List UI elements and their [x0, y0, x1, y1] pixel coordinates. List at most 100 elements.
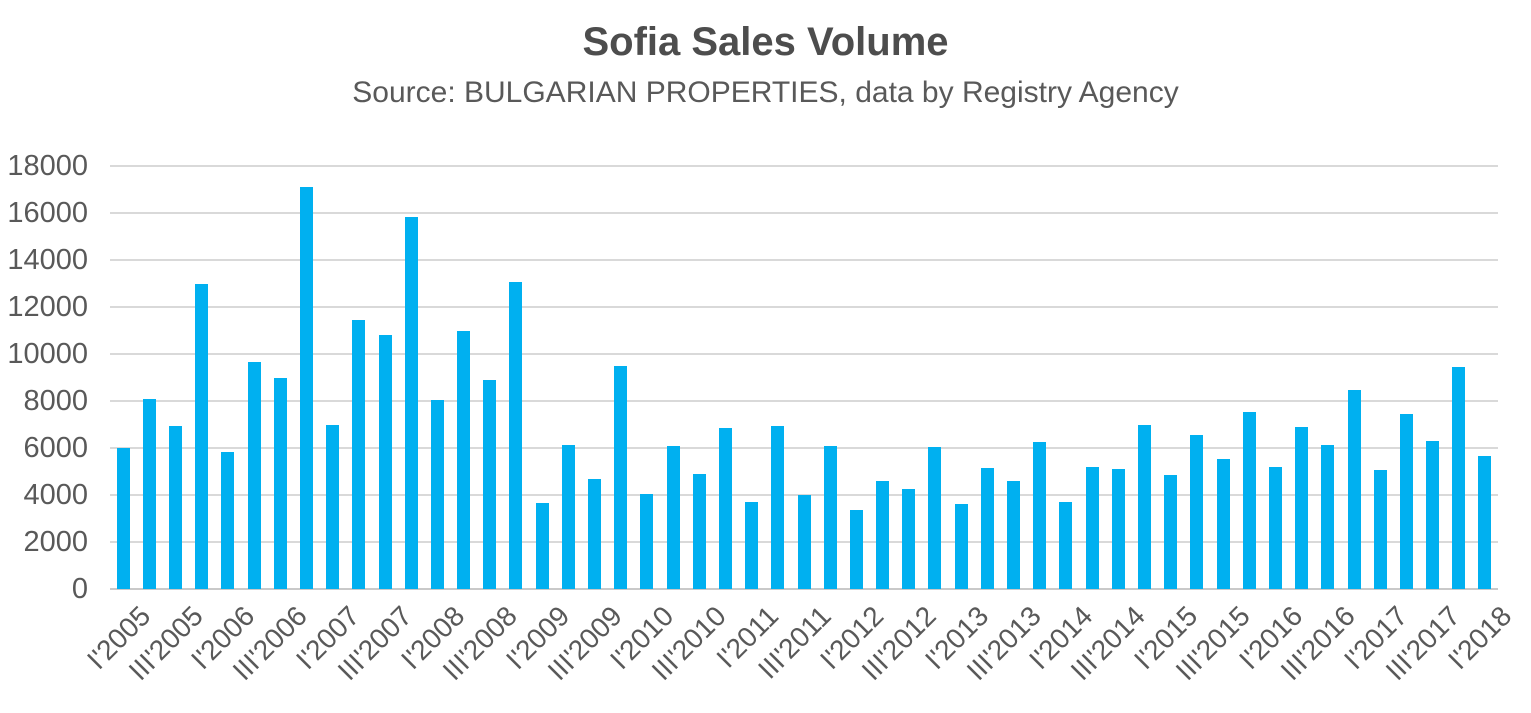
bar-IV'2016	[1347, 390, 1361, 589]
gridline	[110, 165, 1498, 167]
bar-IV'2010	[718, 428, 732, 589]
bar-III'2010	[692, 473, 706, 589]
x-axis-tick-label: I'2017	[1337, 600, 1414, 676]
gridline	[110, 212, 1498, 214]
x-axis-tick-label: I'2014	[1023, 600, 1099, 676]
bar-IV'2015	[1242, 411, 1256, 589]
x-axis-tick-label: I'2013	[918, 600, 995, 676]
gridline	[110, 400, 1498, 402]
bar-I'2008	[430, 399, 444, 589]
bar-II'2012	[876, 480, 890, 589]
y-axis-tick-label: 0	[71, 573, 88, 605]
bar-III'2016	[1321, 444, 1335, 589]
chart-title: Sofia Sales Volume	[582, 20, 949, 64]
bar-II'2006	[247, 362, 261, 589]
bar-II'2013	[980, 468, 994, 589]
bar-II'2009	[561, 444, 575, 589]
bar-IV'2007	[404, 216, 418, 589]
bar-III'2008	[483, 379, 497, 589]
x-axis-tick-label: III'2011	[752, 600, 837, 685]
y-axis-tick-label: 4000	[23, 479, 88, 511]
y-axis-tick-label: 16000	[7, 197, 88, 229]
x-axis-tick-label: III'2017	[1379, 600, 1466, 687]
bar-III'2014	[1111, 469, 1125, 589]
bar-II'2010	[666, 445, 680, 589]
gridline	[110, 447, 1498, 449]
x-axis-tick-label: I'2016	[1233, 600, 1309, 676]
bar-II'2011	[771, 425, 785, 589]
gridline	[110, 306, 1498, 308]
bar-II'2005	[142, 398, 156, 589]
bar-III'2012	[902, 489, 916, 589]
bar-I'2006	[221, 451, 235, 589]
bar-I'2010	[640, 493, 654, 589]
bar-II'2008	[457, 330, 470, 589]
bar-II'2015	[1190, 435, 1204, 589]
x-axis-tick-label: III'2007	[331, 600, 418, 687]
y-axis-tick-label: 2000	[23, 526, 88, 558]
x-axis-tick-label: III'2009	[541, 600, 628, 687]
bar-I'2013	[954, 504, 968, 589]
bar-III'2011	[797, 495, 811, 589]
bar-I'2017	[1373, 470, 1387, 589]
x-axis-tick-label: III'2012	[855, 600, 942, 687]
bar-II'2017	[1399, 413, 1413, 589]
bar-III'2006	[273, 377, 287, 589]
x-axis-tick-label: I'2011	[710, 600, 785, 674]
y-axis-tick-label: 14000	[7, 244, 88, 276]
x-axis-tick-label: I'2010	[604, 600, 680, 676]
gridline	[110, 353, 1498, 355]
x-axis-tick-label: III'2015	[1169, 600, 1256, 687]
bar-I'2016	[1268, 466, 1282, 589]
bar-I'2007	[326, 424, 340, 589]
bar-I'2011	[745, 502, 759, 589]
x-axis-tick-label: I'2006	[185, 600, 261, 676]
bar-IV'2009	[614, 365, 628, 589]
x-axis-tick-label: I'2008	[395, 600, 471, 676]
bar-IV'2005	[195, 283, 209, 589]
gridline	[110, 259, 1498, 261]
plot-area	[110, 165, 1498, 590]
bar-IV'2012	[928, 446, 942, 589]
bar-I'2005	[116, 448, 130, 589]
y-axis-labels: 0 2000 4000 6000 8000 10000 12000 14000 16000 180…	[0, 151, 88, 604]
bar-III'2013	[1007, 480, 1020, 589]
bar-II'2016	[1295, 426, 1309, 589]
bar-III'2009	[588, 478, 601, 589]
x-axis-tick-label: I'2005	[80, 600, 157, 676]
x-axis-tick-label: I'2015	[1128, 600, 1204, 676]
y-axis-tick-label: 6000	[23, 432, 88, 464]
bar-IV'2014	[1138, 424, 1151, 589]
bar-I'2009	[535, 503, 549, 589]
bar-III'2017	[1426, 441, 1439, 589]
x-axis-tick-label: I'2012	[814, 600, 890, 676]
bar-I'2015	[1164, 475, 1178, 589]
bar-III'2015	[1216, 458, 1230, 589]
x-axis-tick-label: I'2018	[1442, 600, 1518, 676]
bar-I'2014	[1059, 502, 1073, 589]
y-axis-tick-label: 18000	[7, 150, 88, 182]
bar-IV'2008	[509, 282, 523, 589]
bar-III'2005	[169, 425, 182, 589]
x-axis-tick-label: I'2007	[290, 600, 366, 676]
x-axis-tick-label: III'2016	[1274, 600, 1361, 687]
bar-IV'2006	[299, 187, 313, 589]
bar-II'2007	[352, 319, 366, 589]
x-axis-line	[110, 588, 1498, 590]
y-axis-tick-label: 10000	[7, 338, 88, 370]
x-axis-tick-label: III'2006	[226, 600, 314, 687]
x-axis-tick-label: III'2008	[436, 600, 523, 687]
y-axis-tick-label: 12000	[7, 291, 88, 323]
bar-IV'2011	[823, 445, 837, 589]
bar-IV'2013	[1033, 442, 1047, 589]
chart-subtitle: Source: BULGARIAN PROPERTIES, data by Re…	[352, 76, 1179, 109]
bar-IV'2017	[1452, 366, 1466, 589]
y-axis-tick-label: 8000	[23, 385, 88, 417]
x-axis-tick-label: III'2013	[960, 600, 1047, 687]
bar-II'2014	[1085, 466, 1099, 589]
x-axis-tick-label: I'2009	[499, 600, 576, 676]
x-axis-tick-label: III'2014	[1064, 600, 1152, 687]
bar-I'2018	[1478, 456, 1492, 589]
